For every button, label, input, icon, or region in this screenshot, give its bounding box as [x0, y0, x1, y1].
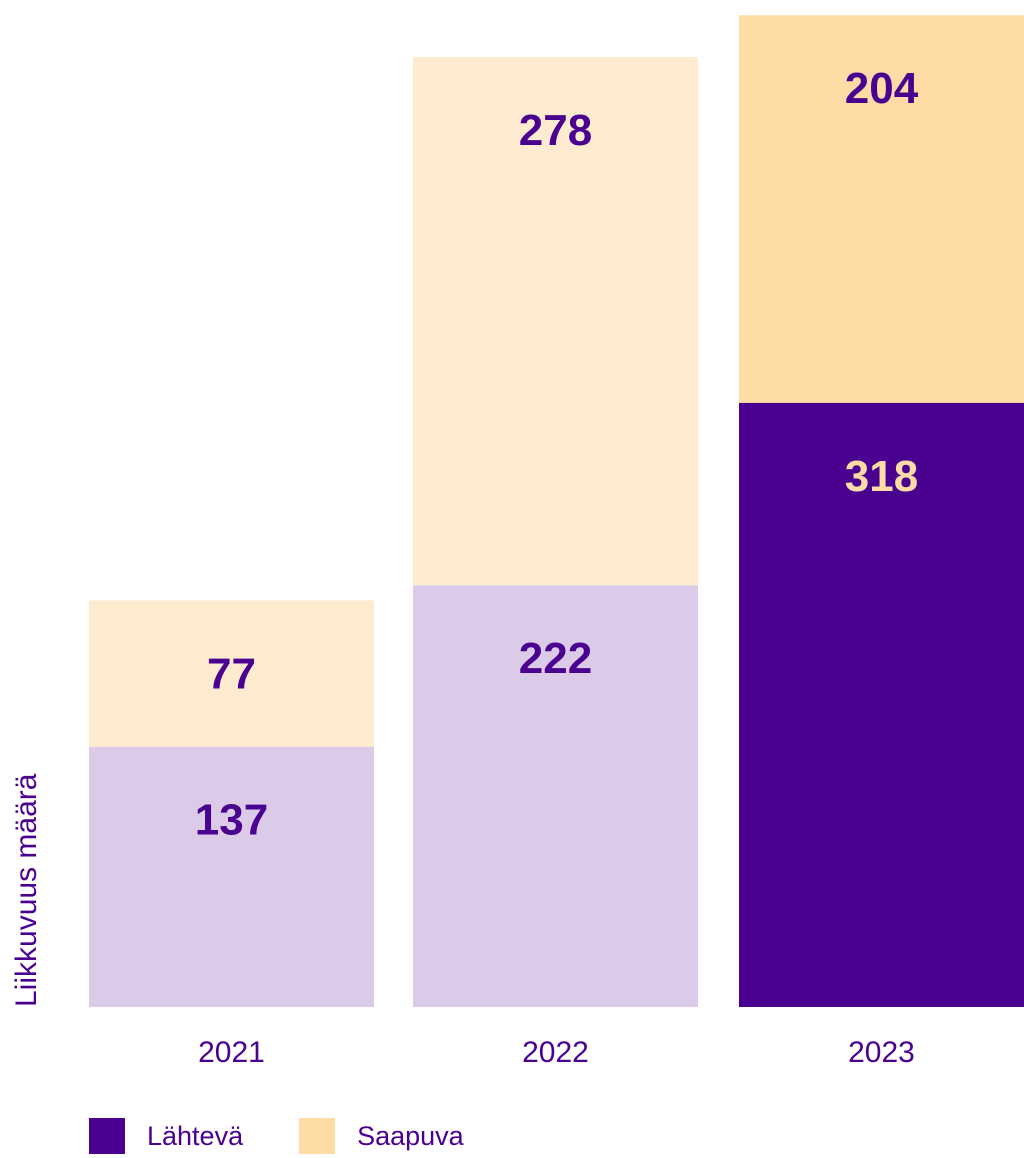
bar-outgoing-2021 [89, 746, 374, 1007]
x-tick-label-2021: 2021 [198, 1036, 265, 1069]
x-tick-label-2022: 2022 [522, 1036, 589, 1069]
bar-outgoing-2023 [739, 402, 1024, 1007]
stacked-bar-chart: Liikkuvuus määrä 137 77 222 278 318 204 2021 2… [10, 15, 1024, 1069]
bar-incoming-2021 [89, 600, 374, 747]
legend-label-outgoing: Lähtevä [147, 1120, 244, 1151]
data-label-incoming-2022: 278 [519, 106, 592, 155]
data-label-incoming-2021: 77 [207, 649, 256, 698]
legend-swatch-incoming [299, 1118, 336, 1154]
data-label-outgoing-2022: 222 [519, 634, 592, 683]
legend-swatch-outgoing [89, 1118, 125, 1154]
data-label-outgoing-2023: 318 [845, 452, 918, 501]
legend-item-outgoing: Lähtevä [89, 1118, 243, 1154]
bar-incoming-2022 [413, 57, 698, 586]
legend-item-incoming: Saapuva [299, 1118, 464, 1154]
data-label-incoming-2023: 204 [845, 64, 919, 113]
x-tick-label-2023: 2023 [848, 1036, 915, 1069]
bar-incoming-2023 [739, 15, 1024, 403]
data-label-outgoing-2021: 137 [195, 796, 268, 845]
y-axis-label: Liikkuvuus määrä [10, 773, 43, 1007]
bar-outgoing-2022 [413, 585, 698, 1007]
legend-label-incoming: Saapuva [357, 1120, 464, 1151]
legend: Lähtevä Saapuva [89, 1118, 520, 1154]
